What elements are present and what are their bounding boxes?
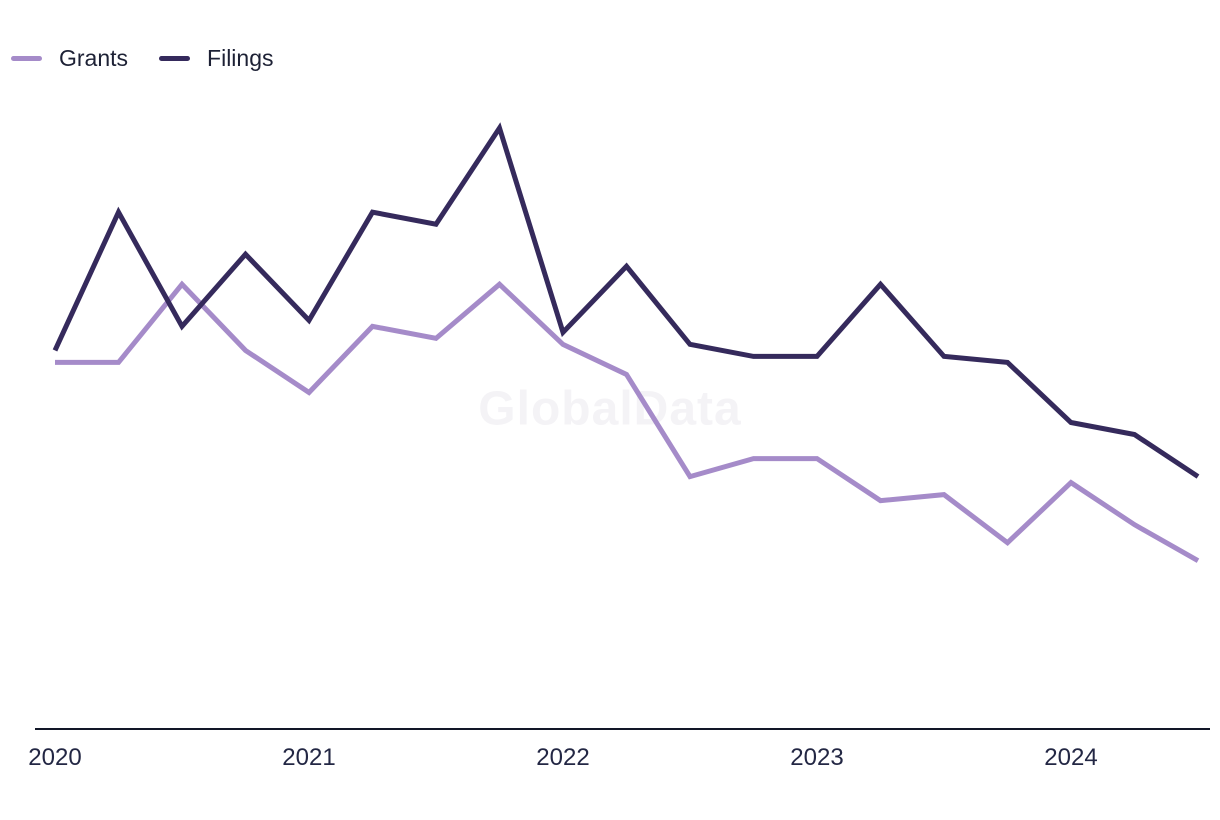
x-tick-label-2023: 2023 (790, 744, 844, 771)
filings-series-swatch (159, 56, 191, 61)
globaldata-watermark: GlobalData (478, 382, 742, 436)
series-line-grants (55, 280, 1200, 563)
grants-series-swatch (11, 56, 42, 61)
x-tick-label-2022: 2022 (536, 744, 590, 771)
legend-label-grants: Grants (59, 45, 129, 71)
x-tick-label-2020: 2020 (28, 744, 82, 771)
x-tick-label-2021: 2021 (282, 744, 336, 771)
legend-item-filings[interactable]: Filings (159, 45, 274, 71)
series-line-filings (52, 122, 1200, 479)
legend-item-grants[interactable]: Grants (11, 47, 128, 70)
legend-label-filings: Filings (207, 45, 274, 71)
chart-legend: Grants Filings (11, 47, 274, 70)
x-tick-label-2024: 2024 (1044, 744, 1098, 771)
